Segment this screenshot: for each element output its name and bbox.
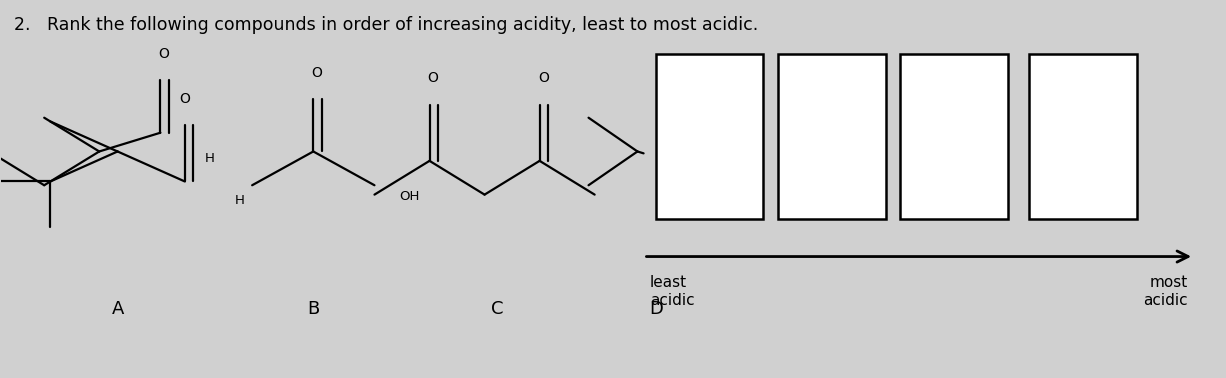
Text: D: D xyxy=(649,300,663,318)
Text: O: O xyxy=(538,71,549,85)
Text: OH: OH xyxy=(687,160,706,173)
Bar xyxy=(779,54,885,219)
Text: least
acidic: least acidic xyxy=(650,275,694,308)
Bar xyxy=(1029,54,1137,219)
Text: O: O xyxy=(158,47,169,61)
Text: O: O xyxy=(428,71,439,85)
Text: C: C xyxy=(490,300,503,318)
Text: 2.   Rank the following compounds in order of increasing acidity, least to most : 2. Rank the following compounds in order… xyxy=(13,16,758,34)
Text: H: H xyxy=(235,194,245,207)
Text: O: O xyxy=(179,92,190,106)
Text: B: B xyxy=(308,300,320,318)
Bar xyxy=(900,54,1008,219)
Bar xyxy=(656,54,764,219)
Text: most
acidic: most acidic xyxy=(1144,275,1188,308)
Text: OH: OH xyxy=(398,190,419,203)
Text: O: O xyxy=(311,66,322,80)
Text: H: H xyxy=(205,152,215,166)
Text: A: A xyxy=(112,300,124,318)
